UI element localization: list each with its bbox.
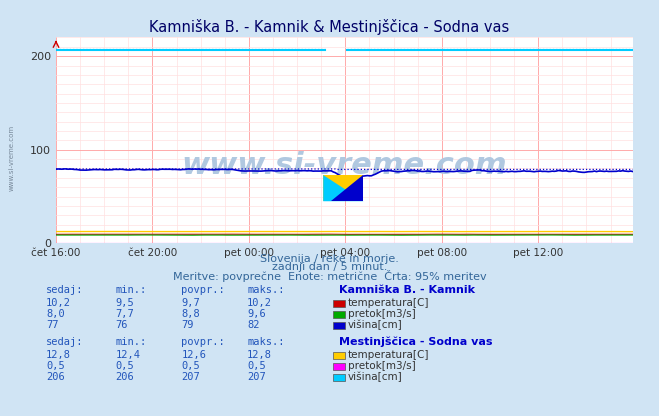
Text: 207: 207 <box>247 372 266 382</box>
Bar <box>323 175 363 201</box>
Text: 9,6: 9,6 <box>247 309 266 319</box>
Text: 9,5: 9,5 <box>115 298 134 308</box>
Text: sedaj:: sedaj: <box>46 337 84 347</box>
Text: 82: 82 <box>247 320 260 330</box>
Text: 0,5: 0,5 <box>115 361 134 371</box>
Text: maks.:: maks.: <box>247 285 285 295</box>
Text: 10,2: 10,2 <box>46 298 71 308</box>
Polygon shape <box>323 175 363 201</box>
Text: Kamniška B. - Kamnik & Mestinjščica - Sodna vas: Kamniška B. - Kamnik & Mestinjščica - So… <box>150 19 509 35</box>
Text: pretok[m3/s]: pretok[m3/s] <box>348 361 416 371</box>
Text: višina[cm]: višina[cm] <box>348 372 403 382</box>
Text: maks.:: maks.: <box>247 337 285 347</box>
Text: www.si-vreme.com: www.si-vreme.com <box>181 151 507 180</box>
Text: 0,5: 0,5 <box>181 361 200 371</box>
Text: povpr.:: povpr.: <box>181 337 225 347</box>
Text: min.:: min.: <box>115 337 146 347</box>
Text: 8,0: 8,0 <box>46 309 65 319</box>
Text: www.si-vreme.com: www.si-vreme.com <box>9 125 14 191</box>
Polygon shape <box>331 175 363 201</box>
Text: 77: 77 <box>46 320 59 330</box>
Text: 10,2: 10,2 <box>247 298 272 308</box>
Text: 206: 206 <box>115 372 134 382</box>
Text: 207: 207 <box>181 372 200 382</box>
Text: min.:: min.: <box>115 285 146 295</box>
Text: zadnji dan / 5 minut.: zadnji dan / 5 minut. <box>272 262 387 272</box>
Text: 9,7: 9,7 <box>181 298 200 308</box>
Text: 12,8: 12,8 <box>46 350 71 360</box>
Text: temperatura[C]: temperatura[C] <box>348 298 430 308</box>
Text: 0,5: 0,5 <box>46 361 65 371</box>
Text: 12,8: 12,8 <box>247 350 272 360</box>
Text: Meritve: povprečne  Enote: metrične  Črta: 95% meritev: Meritve: povprečne Enote: metrične Črta:… <box>173 270 486 282</box>
Text: 12,6: 12,6 <box>181 350 206 360</box>
Text: Mestinjščica - Sodna vas: Mestinjščica - Sodna vas <box>339 337 493 347</box>
Text: temperatura[C]: temperatura[C] <box>348 350 430 360</box>
Text: višina[cm]: višina[cm] <box>348 319 403 330</box>
Text: sedaj:: sedaj: <box>46 285 84 295</box>
Text: 76: 76 <box>115 320 128 330</box>
Text: 0,5: 0,5 <box>247 361 266 371</box>
Text: 206: 206 <box>46 372 65 382</box>
Text: 12,4: 12,4 <box>115 350 140 360</box>
Text: Kamniška B. - Kamnik: Kamniška B. - Kamnik <box>339 285 475 295</box>
Text: 79: 79 <box>181 320 194 330</box>
Text: 7,7: 7,7 <box>115 309 134 319</box>
Text: pretok[m3/s]: pretok[m3/s] <box>348 309 416 319</box>
Text: Slovenija / reke in morje.: Slovenija / reke in morje. <box>260 254 399 264</box>
Text: 8,8: 8,8 <box>181 309 200 319</box>
Text: povpr.:: povpr.: <box>181 285 225 295</box>
